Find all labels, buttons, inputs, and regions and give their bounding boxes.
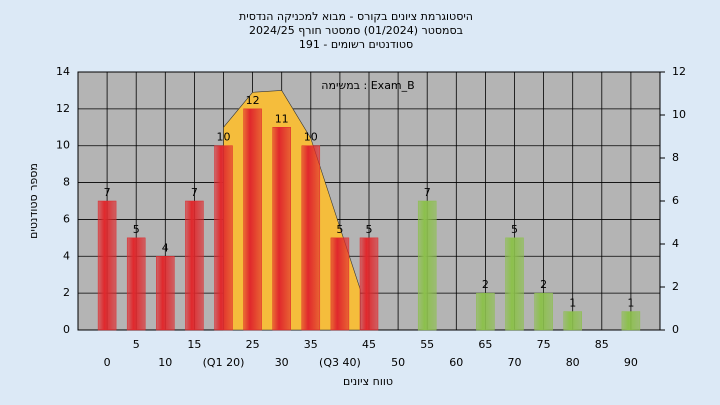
bar: [359, 237, 379, 331]
bar: [505, 237, 524, 331]
x-tick-label: 5: [133, 338, 140, 351]
x-tick-label: 10: [158, 356, 172, 369]
y-tick-label: 14: [56, 65, 70, 78]
x-tick-label: 15: [187, 338, 201, 351]
value-label: 2: [540, 278, 547, 291]
x-tick-label: 80: [566, 356, 580, 369]
value-label: 2: [482, 278, 489, 291]
x-tick-label: 70: [508, 356, 522, 369]
x-tick-label: 65: [478, 338, 492, 351]
chart-title: היסטוגרמת ציונים בקורס - מבוא למכניקה הנ…: [239, 10, 473, 23]
bar: [534, 292, 553, 331]
y2-tick-label: 10: [672, 108, 686, 121]
value-label: 5: [366, 223, 373, 236]
annotation: במשימה : Exam_B: [321, 79, 414, 92]
y-axis-label: מספר סטודנטים: [27, 163, 40, 239]
value-label: 10: [217, 131, 231, 144]
value-label: 7: [191, 186, 198, 199]
value-label: 5: [133, 223, 140, 236]
bar: [243, 108, 262, 331]
y-tick-label: 8: [63, 176, 70, 189]
x-tick-label: 30: [275, 356, 289, 369]
value-label: 5: [336, 223, 343, 236]
y2-tick-label: 12: [672, 65, 686, 78]
chart-subtitle: סטודנטים רשומים - 191: [299, 38, 413, 51]
bar: [97, 200, 117, 331]
x-tick-label: 45: [362, 338, 376, 351]
chart-subtitle: בסמסטר (01/2024) סמסטר חורף 2024/25: [249, 24, 463, 37]
y2-tick-label: 6: [672, 194, 679, 207]
y-tick-label: 2: [63, 286, 70, 299]
x-tick-label: 35: [304, 338, 318, 351]
y-tick-label: 4: [63, 249, 70, 262]
x-tick-label: 90: [624, 356, 638, 369]
y-tick-label: 10: [56, 139, 70, 152]
x-tick-label: 25: [246, 338, 260, 351]
bar: [156, 256, 175, 331]
bar: [126, 237, 146, 331]
bar: [185, 200, 204, 331]
y2-tick-label: 2: [672, 280, 679, 293]
bar: [272, 127, 291, 331]
bar: [563, 311, 582, 331]
value-label: 1: [627, 297, 634, 310]
bar: [214, 145, 233, 331]
value-label: 11: [275, 112, 289, 125]
x-tick-label: 85: [595, 338, 609, 351]
value-label: 7: [424, 186, 431, 199]
value-label: 10: [304, 131, 318, 144]
x-tick-label: 50: [391, 356, 405, 369]
y2-tick-label: 0: [672, 323, 679, 336]
value-label: 4: [162, 241, 169, 254]
y-tick-label: 0: [63, 323, 70, 336]
bar: [476, 292, 495, 331]
x-tick-label: 55: [420, 338, 434, 351]
x-tick-label: 75: [537, 338, 551, 351]
x-tick-label: 0: [104, 356, 111, 369]
y-tick-label: 6: [63, 212, 70, 225]
value-label: 12: [246, 94, 260, 107]
y2-tick-label: 8: [672, 151, 679, 164]
bar: [417, 200, 437, 331]
value-label: 5: [511, 223, 518, 236]
x-tick-label: (Q1 20): [203, 356, 245, 369]
x-axis-label: טווח ציונים: [343, 375, 393, 388]
value-label: 7: [104, 186, 111, 199]
y2-tick-label: 4: [672, 237, 679, 250]
bar: [621, 311, 641, 331]
value-label: 1: [569, 297, 576, 310]
x-tick-label: 60: [449, 356, 463, 369]
y-tick-label: 12: [56, 102, 70, 115]
x-tick-label: (Q3 40): [319, 356, 361, 369]
bar: [301, 145, 321, 331]
bar: [330, 237, 350, 331]
